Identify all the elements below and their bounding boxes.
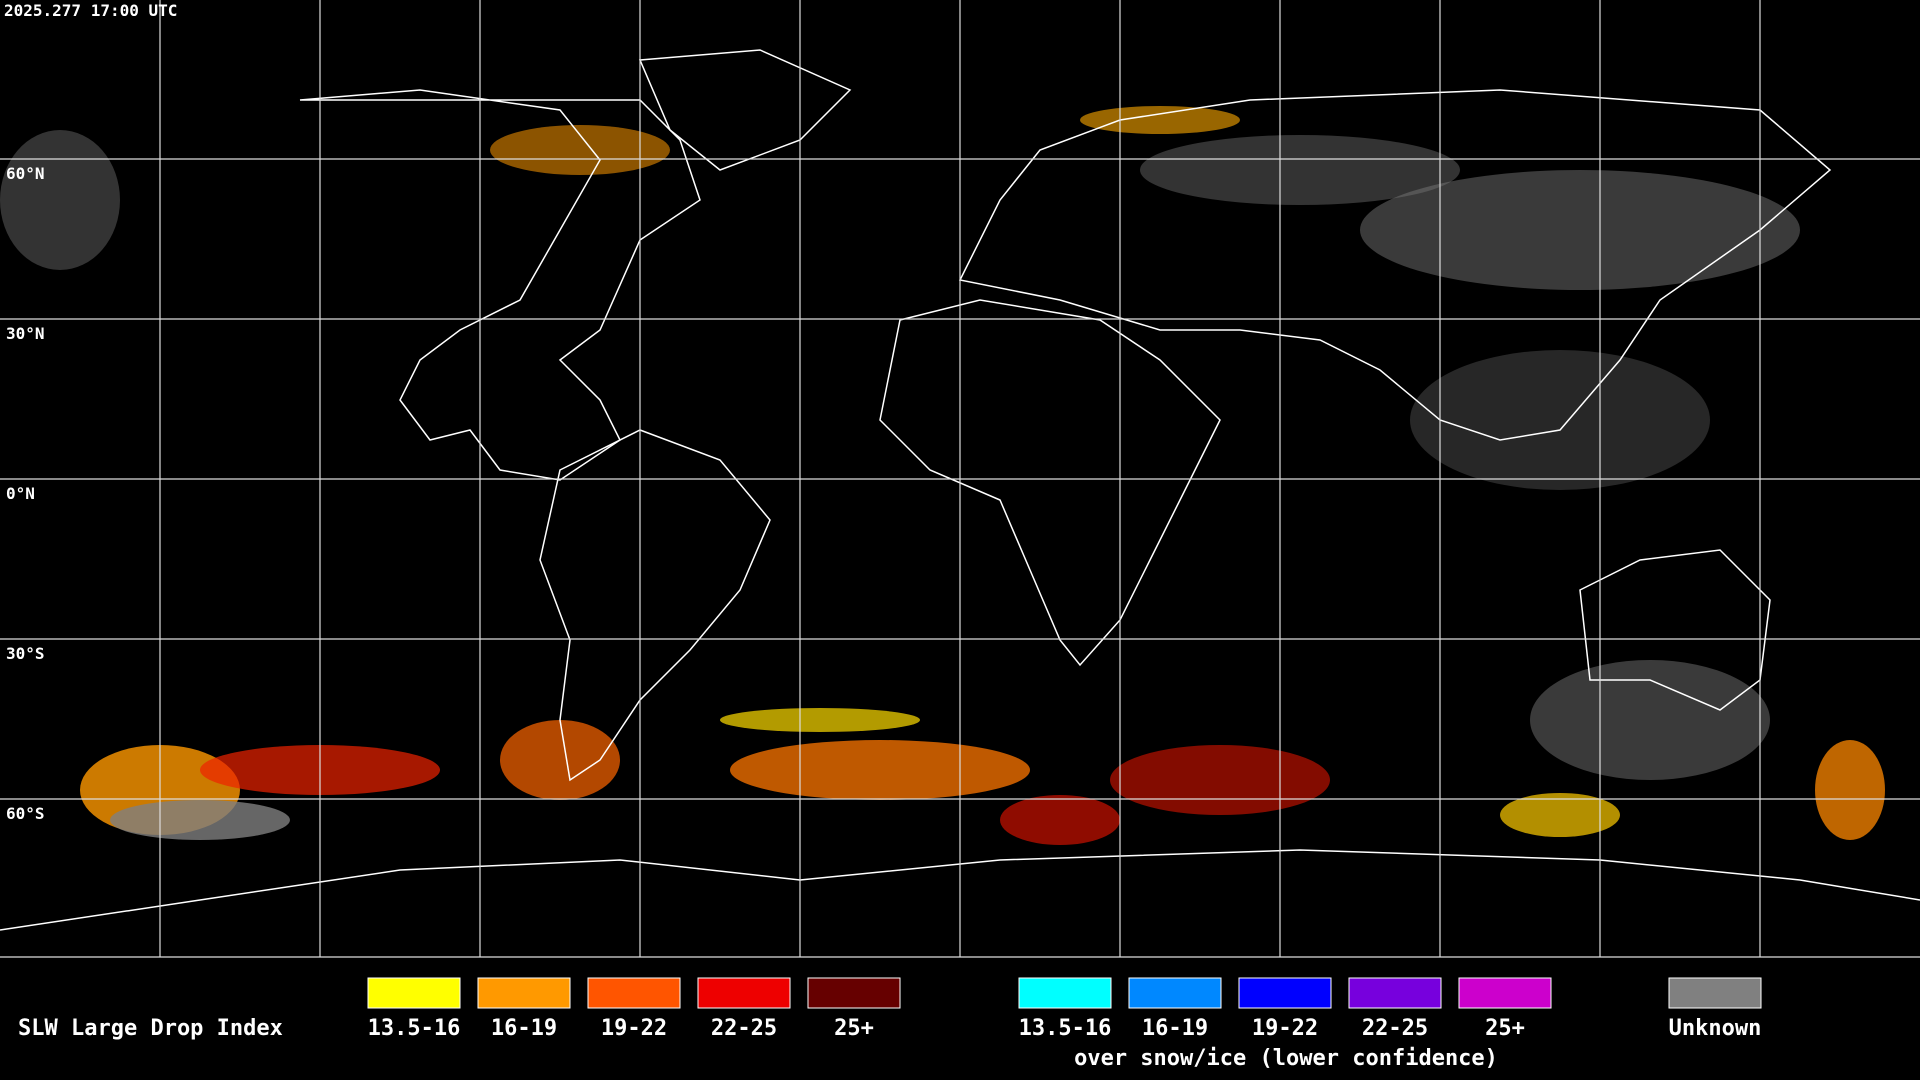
legend-swatch [1018, 977, 1112, 1009]
latitude-label: 30°S [6, 644, 45, 663]
legend-label: 19-22 [601, 1016, 667, 1041]
legend-label: 13.5-16 [368, 1016, 461, 1041]
legend-title: SLW Large Drop Index [18, 1016, 283, 1041]
legend: 13.5-16 16-19 19-22 22-25 25+ 13.5-16 16-19 19-… [367, 977, 1762, 1041]
cloud-field [0, 106, 1885, 845]
legend-label: Unknown [1669, 1016, 1762, 1041]
legend-swatch [1668, 977, 1762, 1009]
eurasia [958, 89, 1832, 441]
legend-swatch [1128, 977, 1222, 1009]
legend-swatch [807, 977, 901, 1009]
legend-swatch [1238, 977, 1332, 1009]
legend-swatch [1458, 977, 1552, 1009]
north-america [299, 89, 701, 481]
timestamp: 2025.277 17:00 UTC [4, 1, 177, 20]
legend-label: 22-25 [1362, 1016, 1428, 1041]
legend-label: 13.5-16 [1019, 1016, 1112, 1041]
latitude-label: 60°N [6, 164, 45, 183]
legend-swatch [697, 977, 791, 1009]
legend-swatch [477, 977, 571, 1009]
legend-label: 16-19 [491, 1016, 557, 1041]
graticule [0, 0, 1920, 957]
legend-swatch [367, 977, 461, 1009]
legend-label: 16-19 [1142, 1016, 1208, 1041]
latitude-labels: 60°N 30°N 0°N 30°S 60°S [6, 164, 45, 823]
legend-label: 25+ [1485, 1016, 1525, 1041]
latitude-label: 30°N [6, 324, 45, 343]
antarctica [0, 849, 1920, 931]
legend-swatch [1348, 977, 1442, 1009]
legend-label: 22-25 [711, 1016, 777, 1041]
legend-swatch [587, 977, 681, 1009]
snow-ice-caption: over snow/ice (lower confidence) [1074, 1046, 1498, 1071]
legend-label: 25+ [834, 1016, 874, 1041]
latitude-label: 0°N [6, 484, 35, 503]
legend-label: 19-22 [1252, 1016, 1318, 1041]
latitude-label: 60°S [6, 804, 45, 823]
